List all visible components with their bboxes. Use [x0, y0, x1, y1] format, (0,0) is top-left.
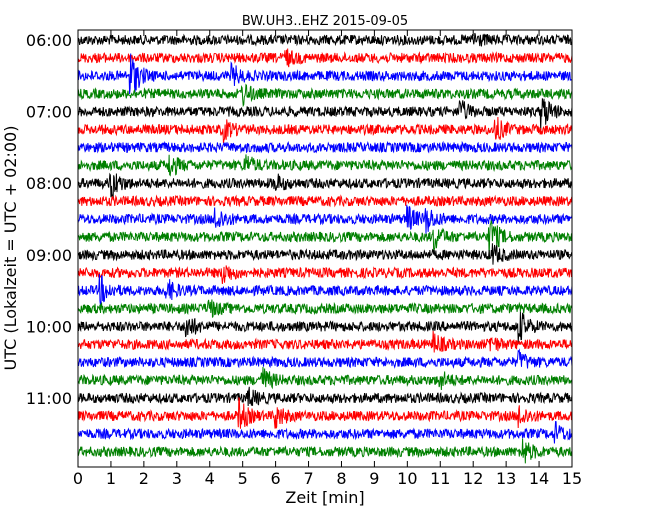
y-tick-label: 08:00 [26, 174, 72, 193]
trace-line [77, 397, 573, 429]
axis-ticks: 0 1 2 3 4 5 6 7 8 9 10 11 12 13 14 1506:0007:0008:0009:… [26, 30, 582, 488]
y-tick-label: 07:00 [26, 103, 72, 122]
trace-line [77, 438, 573, 464]
y-tick-label: 10:00 [26, 317, 72, 336]
x-tick-label: 2 [139, 469, 149, 488]
trace-line [77, 420, 573, 444]
y-axis-label: UTC (Lokalzeit = UTC + 02:00) [1, 126, 20, 371]
trace-line [77, 386, 573, 407]
trace-line [77, 48, 573, 68]
trace-line [77, 140, 573, 154]
y-tick-label: 06:00 [26, 31, 72, 50]
trace-line [77, 53, 573, 95]
x-tick-label: 7 [303, 469, 313, 488]
x-tick-label: 8 [336, 469, 346, 488]
x-tick-label: 12 [463, 469, 483, 488]
trace-line [77, 366, 573, 391]
trace-line [77, 311, 573, 343]
x-tick-label: 5 [238, 469, 248, 488]
plot-frame [77, 29, 573, 468]
y-tick-label: 11:00 [26, 389, 72, 408]
trace-line [77, 220, 573, 260]
seismogram-traces [77, 32, 573, 464]
x-tick-label: 1 [106, 469, 116, 488]
x-tick-label: 14 [529, 469, 549, 488]
trace-line [77, 243, 573, 265]
trace-line [77, 98, 573, 132]
trace-line [77, 83, 573, 108]
chart-title: BW.UH3..EHZ 2015-09-05 [242, 14, 408, 29]
x-tick-label: 11 [430, 469, 450, 488]
trace-line [77, 154, 573, 177]
x-tick-label: 15 [562, 469, 582, 488]
x-tick-label: 3 [172, 469, 182, 488]
trace-line [77, 204, 573, 234]
x-axis-label: Zeit [min] [285, 488, 364, 507]
trace-line [77, 274, 573, 306]
trace-line [77, 299, 573, 318]
trace-line [77, 348, 573, 369]
x-tick-label: 4 [205, 469, 215, 488]
x-tick-label: 6 [271, 469, 281, 488]
x-tick-label: 13 [496, 469, 516, 488]
trace-line [77, 330, 573, 353]
x-tick-label: 9 [369, 469, 379, 488]
trace-line [77, 117, 573, 144]
trace-line [77, 32, 573, 47]
trace-line [77, 265, 573, 285]
y-tick-label: 09:00 [26, 246, 72, 265]
x-tick-label: 10 [397, 469, 417, 488]
trace-line [77, 194, 573, 208]
x-tick-label: 0 [73, 469, 83, 488]
trace-line [77, 172, 573, 199]
